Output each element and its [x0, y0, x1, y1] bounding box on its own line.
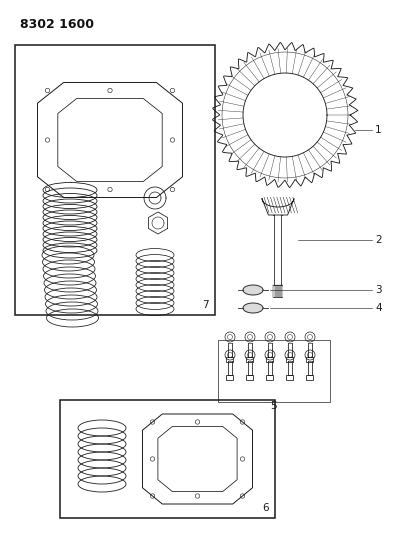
Bar — [218, 340, 329, 402]
Text: 3: 3 — [374, 285, 381, 295]
Text: 7: 7 — [202, 300, 209, 310]
Bar — [226, 375, 233, 380]
Polygon shape — [243, 303, 262, 313]
Bar — [226, 357, 233, 362]
Bar — [306, 357, 313, 362]
Text: 4: 4 — [374, 303, 381, 313]
Text: 6: 6 — [262, 503, 268, 513]
Text: 5: 5 — [270, 401, 276, 411]
Bar — [286, 375, 293, 380]
Bar — [266, 357, 273, 362]
Bar — [266, 375, 273, 380]
Text: 8302 1600: 8302 1600 — [20, 18, 94, 31]
Bar — [286, 357, 293, 362]
Bar — [15, 45, 214, 315]
Text: 2: 2 — [374, 235, 381, 245]
Polygon shape — [243, 285, 262, 295]
Bar — [306, 375, 313, 380]
Bar — [246, 357, 253, 362]
Bar — [60, 400, 274, 518]
Bar — [246, 375, 253, 380]
Text: 1: 1 — [374, 125, 381, 135]
